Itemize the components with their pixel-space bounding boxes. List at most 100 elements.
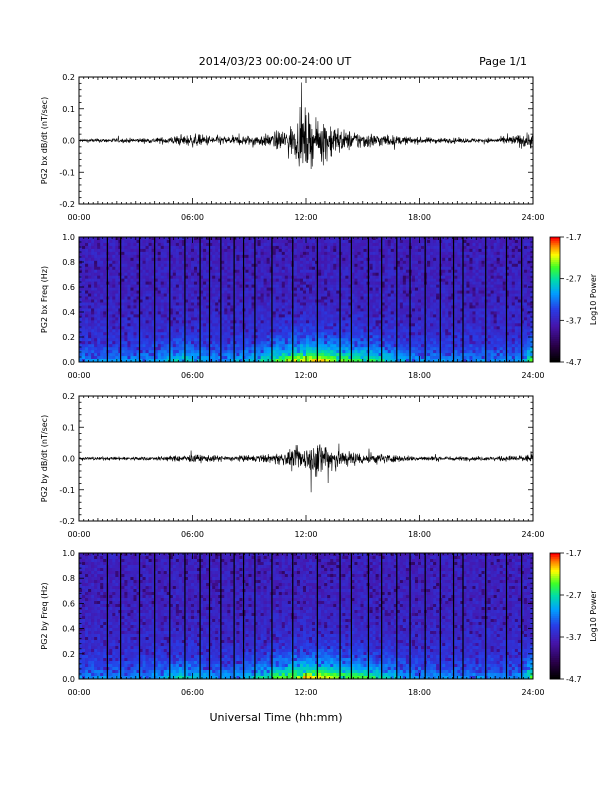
spectrogram-cell — [236, 284, 240, 288]
spectrogram-cell — [333, 359, 337, 363]
spectrogram-cell — [245, 302, 249, 306]
spectrogram-cell — [381, 323, 385, 327]
spectrogram-cell — [130, 314, 134, 318]
spectrogram-cell — [175, 359, 180, 363]
spectrogram-cell — [260, 323, 264, 327]
spectrogram-cell — [221, 237, 225, 241]
spectrogram-cell — [260, 293, 264, 297]
spectrogram-cell — [372, 263, 376, 268]
spectrogram-cell — [411, 299, 416, 303]
spectrogram-cell — [414, 317, 419, 321]
spectrogram-cell — [339, 257, 343, 262]
spectrogram-cell — [336, 356, 340, 360]
spectrogram-cell — [215, 323, 219, 327]
spectrogram-cell — [315, 317, 319, 321]
spectrogram-cell — [148, 293, 152, 297]
spectrogram-cell — [218, 275, 222, 279]
spectrogram-cell — [369, 317, 373, 321]
spectrogram-cell — [372, 323, 376, 327]
spectrogram-cell — [354, 350, 358, 354]
spectrogram-cell — [354, 293, 358, 297]
spectrogram-cell — [327, 353, 331, 357]
spectrogram-cell — [97, 290, 101, 294]
spectrogram-cell — [139, 242, 143, 247]
spectrogram-cell — [269, 278, 274, 282]
spectrogram-cell — [381, 308, 385, 312]
spectrogram-cell — [348, 281, 352, 285]
spectrogram-cell — [136, 323, 140, 327]
spectrogram-cell — [384, 254, 389, 259]
spectrogram-cell — [414, 269, 419, 274]
spectrogram-cell — [333, 272, 337, 276]
spectrogram-cell — [194, 287, 198, 291]
spectrogram-cell — [136, 338, 140, 342]
spectrogram-cell — [372, 320, 376, 324]
spectrogram-cell — [302, 281, 307, 285]
spectrogram-cell — [190, 317, 195, 321]
spectrogram-cell — [330, 299, 334, 303]
spectrogram-cell — [215, 254, 219, 259]
spectrogram-cell — [417, 269, 422, 274]
spectrogram-cell — [206, 347, 210, 351]
spectrogram-cell — [100, 275, 104, 279]
spectrogram-cell — [227, 332, 231, 336]
spectrogram-cell — [142, 239, 146, 244]
spectrogram-cell — [417, 341, 422, 345]
spectrogram-cell — [148, 281, 152, 285]
spectrogram-cell — [142, 242, 146, 247]
spectrogram-cell — [387, 242, 392, 247]
spectrogram-cell — [354, 266, 358, 271]
spectrogram-cell — [166, 260, 171, 265]
spectrogram-cell — [287, 347, 292, 351]
spectrogram-cell — [175, 347, 180, 351]
spectrogram-cell — [248, 356, 252, 360]
spectrogram-cell — [160, 344, 165, 348]
spectrogram-cell — [293, 272, 298, 276]
spectrogram-cell — [130, 299, 134, 303]
spectrogram-cell — [245, 269, 249, 274]
spectrogram-cell — [342, 287, 346, 291]
spectrogram-cell — [127, 335, 131, 339]
spectrogram-cell — [181, 260, 186, 265]
spectrogram-cell — [160, 326, 165, 330]
spectrogram-cell — [354, 257, 358, 262]
spectrogram-cell — [160, 281, 165, 285]
spectrogram-cell — [260, 260, 264, 265]
spectrogram-cell — [263, 317, 267, 321]
spectrogram-cell — [88, 260, 92, 265]
spectrogram-cell — [254, 329, 258, 333]
spectrogram-cell — [333, 269, 337, 274]
spectrogram-cell — [85, 284, 89, 288]
spectrogram-cell — [148, 308, 152, 312]
spectrogram-cell — [293, 320, 298, 324]
spectrogram-cell — [333, 296, 337, 300]
spectrogram-cell — [151, 320, 155, 324]
spectrogram-cell — [169, 347, 174, 351]
spectrogram-cell — [327, 278, 331, 282]
spectrogram-cell — [184, 359, 189, 363]
spectrogram-cell — [127, 353, 131, 357]
spectrogram-cell — [169, 356, 174, 360]
spectrogram-cell — [139, 287, 143, 291]
spectrogram-cell — [130, 356, 134, 360]
spectrogram-cell — [324, 344, 328, 348]
spectrogram-cell — [333, 260, 337, 265]
spectrogram-cell — [263, 356, 267, 360]
spectrogram-cell — [148, 314, 152, 318]
spectrogram-cell — [245, 248, 249, 253]
spectrogram-cell — [85, 347, 89, 351]
spectrogram-cell — [414, 356, 419, 360]
spectrogram-cell — [318, 284, 322, 288]
spectrogram-cell — [269, 275, 274, 279]
spectrogram-cell — [136, 278, 140, 282]
spectrogram-cell — [266, 329, 270, 333]
spectrogram-cell — [251, 347, 255, 351]
spectrogram-cell — [248, 248, 252, 253]
spectrogram-cell — [375, 314, 379, 318]
spectrogram-cell — [124, 338, 128, 342]
spectrogram-cell — [306, 237, 310, 241]
spectrogram-cell — [357, 242, 361, 247]
spectrogram-cell — [372, 245, 376, 250]
spectrogram-cell — [248, 296, 252, 300]
spectrogram-cell — [127, 356, 131, 360]
